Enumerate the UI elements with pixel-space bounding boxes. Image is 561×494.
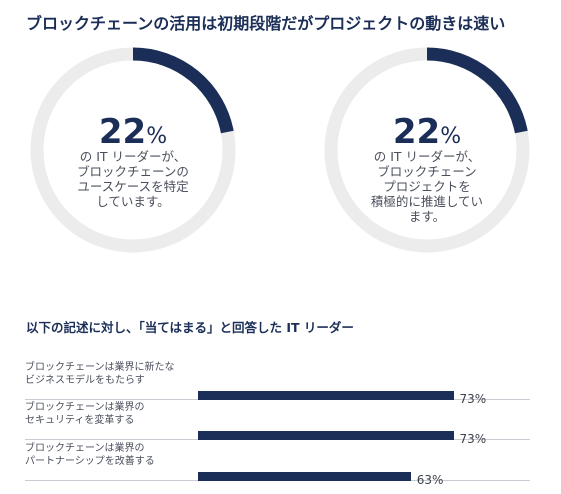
bar-label: ブロックチェーンは業界の パートナーシップを改善する bbox=[25, 443, 155, 468]
bar-label: ブロックチェーンは業界の セキュリティを変革する bbox=[25, 402, 145, 427]
bar-label-line: ビジネスモデルをもたらす bbox=[25, 374, 145, 386]
bar-label: ブロックチェーンは業界に新たな ビジネスモデルをもたらす bbox=[25, 362, 175, 387]
donut-description-line: プロジェクトを bbox=[383, 179, 471, 194]
donut-arc bbox=[426, 47, 528, 134]
bar-row: ブロックチェーンは業界の セキュリティを変革する 73% bbox=[25, 402, 530, 446]
donut-percent-sign: % bbox=[440, 124, 462, 149]
donut-svg bbox=[30, 47, 236, 253]
donut-chart-active-projects: 22% の IT リーダーが、 ブロックチェーン プロジェクトを 積極的に推進し… bbox=[322, 45, 532, 255]
bar bbox=[198, 472, 411, 481]
donut-percent-number: 22 bbox=[392, 112, 441, 152]
bar-label-line: セキュリティを変革する bbox=[25, 414, 135, 426]
bar-label-line: ブロックチェーンは業界に新たな bbox=[25, 362, 175, 373]
bar-label-line: ブロックチェーンは業界の bbox=[25, 402, 145, 413]
bar-value-label: 73% bbox=[459, 392, 487, 406]
bar-value-label: 63% bbox=[416, 473, 444, 487]
bar-value-label: 73% bbox=[459, 432, 487, 446]
page-title: ブロックチェーンの活用は初期段階だがプロジェクトの動きは速い bbox=[26, 14, 506, 33]
donut-percent: 22% bbox=[322, 115, 532, 149]
bar bbox=[198, 431, 454, 440]
donut-percent-sign: % bbox=[146, 124, 168, 149]
donut-description-line: しています。 bbox=[96, 194, 170, 209]
donut-percent: 22% bbox=[28, 115, 238, 149]
donut-description-line: ます。 bbox=[408, 209, 446, 224]
bar bbox=[198, 391, 454, 400]
donut-description-line: ユースケースを特定 bbox=[77, 179, 189, 194]
bar-section-title: 以下の記述に対し、「当てはまる」と回答した IT リーダー bbox=[26, 320, 354, 335]
bar-label-line: ブロックチェーンは業界の bbox=[25, 443, 145, 454]
donut-percent-number: 22 bbox=[98, 112, 147, 152]
donut-description-line: ブロックチェーンの bbox=[77, 164, 189, 179]
donut-svg bbox=[324, 47, 530, 253]
donut-description-line: の IT リーダーが、 bbox=[79, 149, 187, 164]
bar-label-line: パートナーシップを改善する bbox=[25, 455, 155, 467]
donut-chart-identify-use-cases: 22% の IT リーダーが、 ブロックチェーンの ユースケースを特定 していま… bbox=[28, 45, 238, 255]
bar-row: ブロックチェーンは業界に新たな ビジネスモデルをもたらす 73% bbox=[25, 362, 530, 406]
donut-description-line: 積極的に推進してい bbox=[370, 194, 484, 209]
donut-description-line: の IT リーダーが、 bbox=[373, 149, 481, 164]
donut-text: 22% の IT リーダーが、 ブロックチェーン プロジェクトを 積極的に推進し… bbox=[322, 115, 532, 224]
donut-description-line: ブロックチェーン bbox=[377, 164, 477, 179]
donut-arc bbox=[132, 47, 234, 134]
bar-row: ブロックチェーンは業界の パートナーシップを改善する 63% bbox=[25, 443, 530, 487]
donut-text: 22% の IT リーダーが、 ブロックチェーンの ユースケースを特定 していま… bbox=[28, 115, 238, 209]
